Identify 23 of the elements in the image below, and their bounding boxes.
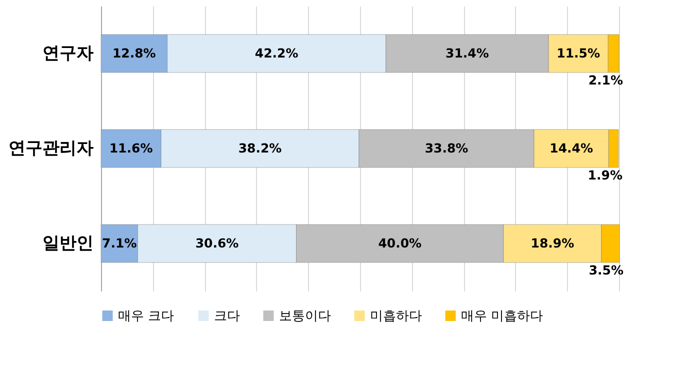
data-label: 33.8% — [424, 140, 469, 156]
data-label: 30.6% — [195, 236, 240, 250]
data-label: 42.2% — [254, 46, 299, 60]
data-label: 7.1% — [102, 236, 138, 250]
legend-label: 보통이다 — [279, 308, 331, 324]
data-label: 14.4% — [550, 140, 594, 156]
data-label: 18.9% — [530, 236, 575, 250]
data-label: 2.1% — [588, 72, 624, 88]
y-tick-label: 연구관리자 — [8, 138, 94, 158]
legend-label: 미흡하다 — [370, 308, 422, 324]
data-label: 11.6% — [109, 140, 154, 156]
y-tick-label: 일반인 — [42, 234, 94, 254]
y-tick-label: 연구자 — [42, 44, 94, 64]
data-label: 38.2% — [238, 140, 282, 156]
data-label: 11.5% — [556, 46, 600, 60]
legend-label: 크다 — [214, 308, 240, 324]
data-label: 40.0% — [378, 236, 422, 250]
data-label: 1.9% — [588, 168, 623, 182]
data-label: 31.4% — [446, 46, 490, 60]
legend-label: 매우 크다 — [118, 308, 174, 324]
legend-label: 매우 미흡하다 — [461, 308, 544, 324]
data-label: 12.8% — [112, 46, 156, 60]
data-label: 3.5% — [588, 262, 624, 278]
